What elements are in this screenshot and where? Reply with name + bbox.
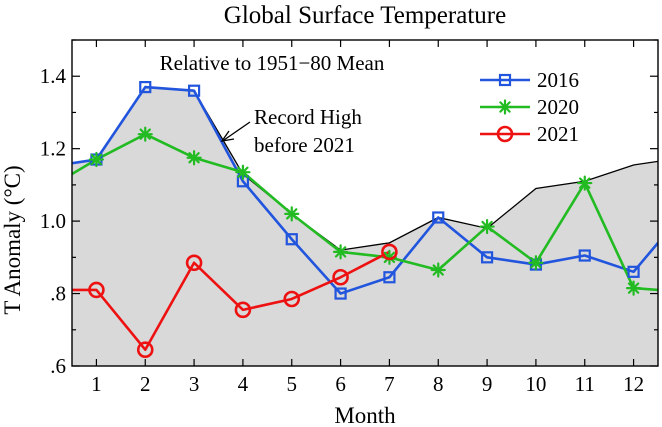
series-line-2021 xyxy=(72,250,391,352)
data-point-2016-5 xyxy=(285,233,298,246)
series-line-2016 xyxy=(72,85,658,295)
data-point-2016-6 xyxy=(334,287,347,300)
data-point-2016-7 xyxy=(383,271,396,284)
record-high-note-line1: Record High xyxy=(254,105,362,129)
y-tick-label-.6: .6 xyxy=(50,354,66,378)
data-point-2020-11 xyxy=(577,175,593,191)
data-point-2016-11 xyxy=(578,249,591,262)
data-point-2016-2 xyxy=(139,80,152,94)
x-tick-label-8: 8 xyxy=(433,372,444,396)
x-axis-title: Month xyxy=(334,403,396,427)
data-point-2020-10 xyxy=(528,255,544,271)
series-line-2020 xyxy=(72,132,658,292)
data-point-2021-2 xyxy=(136,341,154,359)
y-tick-label-1.2: 1.2 xyxy=(40,137,66,161)
x-tick-label-6: 6 xyxy=(335,372,346,396)
data-point-2016-12 xyxy=(627,265,640,278)
legend-label-2016: 2016 xyxy=(537,68,579,92)
legend-marker-2021 xyxy=(496,125,514,143)
y-tick-label-1.4: 1.4 xyxy=(40,64,67,88)
data-point-2020-1 xyxy=(88,151,105,168)
data-point-2021-3 xyxy=(185,254,203,272)
y-tick-label-1.0: 1.0 xyxy=(40,209,66,233)
data-point-2016-8 xyxy=(432,211,445,224)
y-tick-label-.8: .8 xyxy=(50,282,66,306)
legend-marker-2016 xyxy=(498,73,512,87)
record-high-arrow-head xyxy=(220,130,235,142)
data-point-2021-5 xyxy=(283,290,301,308)
data-point-2016-3 xyxy=(187,84,201,97)
x-tick-label-3: 3 xyxy=(189,372,200,396)
legend-label-2021: 2021 xyxy=(537,122,579,146)
data-point-2020-12 xyxy=(625,280,642,296)
data-point-2020-6 xyxy=(332,244,349,260)
data-point-2021-6 xyxy=(332,268,349,286)
data-point-2020-4 xyxy=(235,164,251,180)
x-tick-label-9: 9 xyxy=(482,372,493,396)
data-point-2021-7 xyxy=(381,243,398,261)
x-tick-label-12: 12 xyxy=(623,372,644,396)
data-point-2020-3 xyxy=(186,150,202,166)
data-point-2021-4 xyxy=(234,301,252,319)
legend-marker-2020 xyxy=(497,99,513,115)
data-point-2020-9 xyxy=(479,218,495,235)
x-tick-label-2: 2 xyxy=(140,372,151,396)
plot-inner xyxy=(72,85,658,366)
x-tick-label-10: 10 xyxy=(525,372,546,396)
record-high-arrow-shaft xyxy=(223,121,251,141)
x-tick-label-7: 7 xyxy=(384,372,395,396)
record-high-area xyxy=(72,87,658,366)
data-point-2016-9 xyxy=(480,251,494,264)
y-axis-title: T Anomaly (°C) xyxy=(0,165,25,314)
legend-label-2020: 2020 xyxy=(537,95,579,119)
plot-frame xyxy=(71,39,659,367)
x-tick-label-11: 11 xyxy=(575,372,595,396)
data-point-2020-8 xyxy=(430,262,446,278)
data-point-2021-1 xyxy=(88,281,105,299)
chart-title: Global Surface Temperature xyxy=(224,2,506,29)
x-tick-label-1: 1 xyxy=(91,372,102,396)
x-tick-label-5: 5 xyxy=(287,372,298,396)
baseline-note: Relative to 1951−80 Mean xyxy=(160,51,385,75)
data-point-2020-5 xyxy=(284,206,300,222)
x-tick-label-4: 4 xyxy=(238,372,249,396)
record-high-note-line2: before 2021 xyxy=(254,133,355,157)
data-point-2020-2 xyxy=(137,126,153,142)
